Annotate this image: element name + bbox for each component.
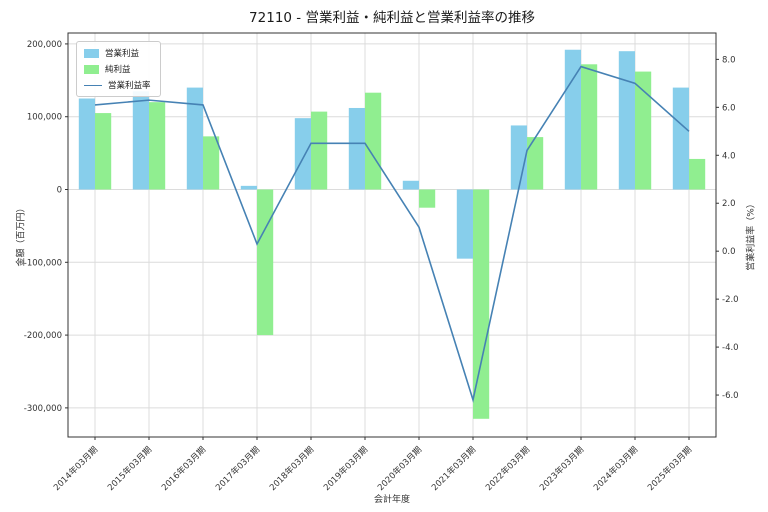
bar-営業利益-2024年03月期	[618, 51, 635, 190]
bar-純利益-2016年03月期	[203, 136, 220, 190]
xtick-label: 2024年03月期	[591, 444, 640, 493]
bar-純利益-2015年03月期	[149, 102, 166, 190]
legend-label-net-profit: 純利益	[105, 65, 131, 75]
ytick-label-right: 6.0	[722, 103, 736, 113]
bar-営業利益-2021年03月期	[456, 189, 473, 259]
bar-純利益-2024年03月期	[635, 71, 652, 190]
ytick-label-right: -4.0	[722, 343, 739, 353]
bar-営業利益-2017年03月期	[240, 185, 257, 190]
line-営業利益率	[94, 65, 690, 403]
bar-営業利益-2016年03月期	[186, 87, 203, 190]
xtick-label: 2023年03月期	[537, 444, 586, 493]
chart-title: 72110 - 営業利益・純利益と営業利益率の推移	[249, 10, 535, 26]
legend-swatch-operating-profit	[84, 48, 99, 58]
bar-営業利益-2025年03月期	[672, 87, 689, 190]
legend-label-operating-margin: 営業利益率	[108, 81, 151, 91]
axes-background	[68, 33, 716, 437]
bar-営業利益-2020年03月期	[402, 180, 419, 190]
xtick-label: 2014年03月期	[51, 444, 100, 493]
xtick-label: 2022年03月期	[483, 444, 532, 493]
xtick-label: 2016年03月期	[159, 444, 208, 493]
bar-純利益-2014年03月期	[95, 113, 112, 190]
bar-純利益-2023年03月期	[581, 64, 598, 190]
ytick-label-right: 4.0	[722, 151, 736, 161]
ytick-label-left: -100,000	[24, 258, 62, 268]
bar-営業利益-2019年03月期	[348, 107, 365, 190]
xtick-label: 2020年03月期	[375, 444, 424, 493]
legend-line-operating-margin	[84, 84, 102, 86]
legend-item-net-profit: 純利益	[84, 63, 151, 75]
legend: 営業利益 純利益 営業利益率	[76, 41, 161, 97]
ytick-label-right: -2.0	[722, 295, 739, 305]
ytick-label-left: -200,000	[24, 331, 62, 341]
legend-label-operating-profit: 営業利益	[105, 49, 140, 59]
bar-純利益-2022年03月期	[527, 137, 544, 190]
ytick-label-left: 200,000	[27, 40, 62, 50]
bar-純利益-2020年03月期	[419, 189, 436, 208]
bar-営業利益-2015年03月期	[132, 91, 149, 190]
bar-純利益-2017年03月期	[257, 189, 274, 336]
xtick-label: 2015年03月期	[105, 444, 154, 493]
xtick-label: 2021年03月期	[429, 444, 478, 493]
ytick-label-left: 100,000	[27, 113, 62, 123]
ytick-label-right: 0.0	[722, 247, 736, 257]
bar-営業利益-2018年03月期	[294, 118, 311, 190]
bar-営業利益-2022年03月期	[510, 125, 527, 190]
x-axis-label: 会計年度	[373, 495, 410, 505]
bar-純利益-2025年03月期	[689, 158, 706, 190]
xtick-label: 2017年03月期	[213, 444, 262, 493]
y-axis-label-left: 金額（百万円）	[16, 203, 27, 267]
legend-item-operating-margin: 営業利益率	[84, 79, 151, 91]
plot-border	[67, 32, 717, 438]
legend-swatch-net-profit	[84, 64, 99, 74]
y-axis-label-right: 営業利益率（%）	[746, 199, 757, 271]
bar-純利益-2018年03月期	[311, 111, 328, 190]
bar-純利益-2019年03月期	[365, 92, 382, 190]
ytick-label-right: -6.0	[722, 391, 739, 401]
ytick-label-left: 0	[57, 186, 62, 196]
xtick-label: 2025年03月期	[645, 444, 694, 493]
bar-営業利益-2014年03月期	[78, 98, 95, 190]
xtick-label: 2019年03月期	[321, 444, 370, 493]
ytick-label-left: -300,000	[24, 404, 62, 414]
ytick-label-right: 2.0	[722, 199, 736, 209]
bar-純利益-2021年03月期	[473, 189, 490, 419]
ytick-label-right: 8.0	[722, 55, 736, 65]
xtick-label: 2018年03月期	[267, 444, 316, 493]
legend-item-operating-profit: 営業利益	[84, 47, 151, 59]
